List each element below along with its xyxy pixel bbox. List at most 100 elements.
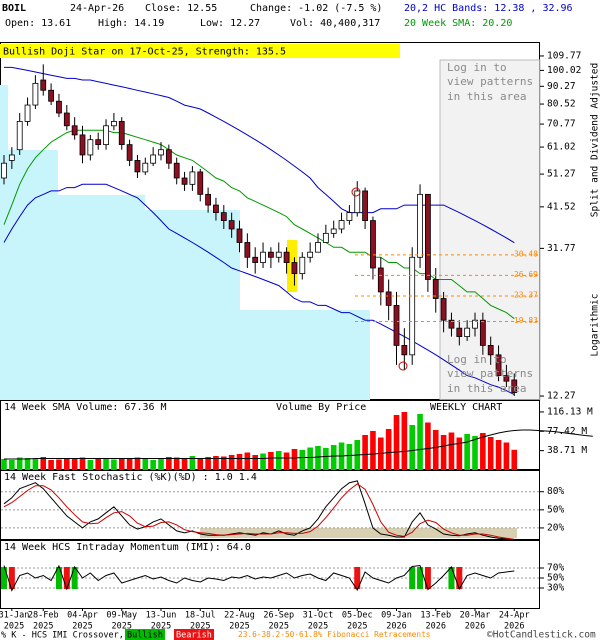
pattern-marker xyxy=(398,361,408,371)
x-tick-label: 31-Oct xyxy=(303,611,334,621)
candle-body xyxy=(48,89,54,102)
volume-bar xyxy=(252,455,258,470)
volume-bar xyxy=(197,458,204,470)
volume-bar xyxy=(346,444,353,470)
series-line xyxy=(3,564,515,592)
candle-body xyxy=(8,154,15,161)
y-tick-label: 20% xyxy=(547,522,564,533)
x-tick-label: 13-Feb xyxy=(420,611,451,621)
y-axis-label: Logarithmic xyxy=(590,294,600,357)
candle-body xyxy=(118,121,125,146)
candle-body xyxy=(56,100,62,114)
close: Close: 12.55 xyxy=(145,3,217,14)
imi-signal xyxy=(417,567,424,589)
volume-by-price xyxy=(0,85,370,400)
volume-bar xyxy=(495,440,502,470)
volume-bar xyxy=(323,448,329,470)
candle-body xyxy=(472,319,478,329)
volume-bar xyxy=(511,449,518,470)
candle-body xyxy=(79,134,86,156)
panel-title: 14 Week Fast Stochastic (%K)(%D) : 1.0 1… xyxy=(4,472,257,483)
volume-bar xyxy=(150,460,156,470)
login-note: in this area xyxy=(447,90,526,103)
candle-body xyxy=(456,327,463,337)
volume-bar xyxy=(330,445,337,470)
candle-body xyxy=(213,204,219,214)
volume-bar xyxy=(142,458,149,470)
candle-body xyxy=(228,220,235,230)
volume-bar xyxy=(464,434,470,470)
candle-body xyxy=(424,193,431,280)
volume-bar xyxy=(385,429,392,470)
candle-body xyxy=(71,125,78,136)
x-tick-label: 05-Dec xyxy=(342,611,373,621)
volume-bar xyxy=(79,457,86,470)
x-tick-label: 20-Mar xyxy=(460,611,491,621)
x-tick-label: 2026 xyxy=(465,622,485,632)
candle-body xyxy=(322,232,329,243)
candle-body xyxy=(377,267,384,293)
volume-bar xyxy=(456,437,463,470)
volume: Vol: 40,400,317 xyxy=(290,18,380,29)
volume-bar xyxy=(440,435,447,470)
volume-bar xyxy=(189,456,196,470)
imi-signal xyxy=(448,567,455,589)
candle-body xyxy=(197,171,204,195)
volume-bar xyxy=(48,460,54,470)
legend-entry: Bearish xyxy=(176,631,212,640)
x-tick-label: 24-Apr xyxy=(499,611,530,621)
volume-bar xyxy=(299,450,306,470)
candle-body xyxy=(236,228,243,243)
volume-bar xyxy=(111,459,117,470)
candle-body xyxy=(307,251,314,258)
x-tick-label: 2025 xyxy=(269,622,289,632)
x-tick-label: 09-Jan xyxy=(381,611,412,621)
candle-body xyxy=(495,354,502,376)
candle-body xyxy=(173,162,180,179)
candle-body xyxy=(291,262,298,275)
price-plot xyxy=(1,64,518,397)
fibonacci-level: 23.37 xyxy=(514,291,538,300)
volume-bar xyxy=(9,460,15,470)
candle-body xyxy=(150,154,157,164)
series-line xyxy=(3,183,515,396)
candle-body xyxy=(1,162,7,179)
volume-bar xyxy=(158,458,164,470)
volume-bar xyxy=(166,457,172,470)
x-tick-label: 13-Jun xyxy=(146,611,177,621)
imi-panel xyxy=(0,540,540,609)
candle-body xyxy=(205,193,212,206)
open: Open: 13.61 xyxy=(5,18,71,29)
x-tick-label: 22-Aug xyxy=(224,611,255,621)
candle-body xyxy=(244,242,251,258)
volume-bar xyxy=(213,456,219,470)
volume-bar xyxy=(362,435,368,470)
series-line xyxy=(4,429,593,460)
volume-bar xyxy=(503,442,510,470)
volume-bar xyxy=(307,447,313,470)
imi-signal xyxy=(63,567,70,589)
volume-bar xyxy=(64,458,70,470)
oversold-zone xyxy=(200,528,517,538)
y-tick-label: 100.02 xyxy=(547,65,581,76)
candle-body xyxy=(346,212,353,221)
y-tick-label: 70% xyxy=(547,563,564,574)
volume-bar xyxy=(16,457,23,470)
volume-bar xyxy=(260,453,266,470)
fibonacci-label: 23.6-38.2-50-61.8% Fibonacci Retracement… xyxy=(238,630,430,639)
login-box xyxy=(439,59,541,401)
x-tick-label: 2025 xyxy=(229,622,249,632)
candle-body xyxy=(134,160,141,173)
volume-bar xyxy=(409,425,415,470)
volume-bar xyxy=(432,430,439,470)
low: Low: 12.27 xyxy=(200,18,260,29)
candle-body xyxy=(432,279,439,299)
y-tick-label: 12.27 xyxy=(547,391,576,402)
change: Change: -1.02 (-7.5 %) xyxy=(250,3,382,14)
imi-signal xyxy=(71,567,78,589)
date: 24-Apr-26 xyxy=(70,3,124,14)
volume-bar xyxy=(87,460,94,470)
y-tick-label: 41.52 xyxy=(547,201,576,212)
candle-body xyxy=(299,256,306,275)
